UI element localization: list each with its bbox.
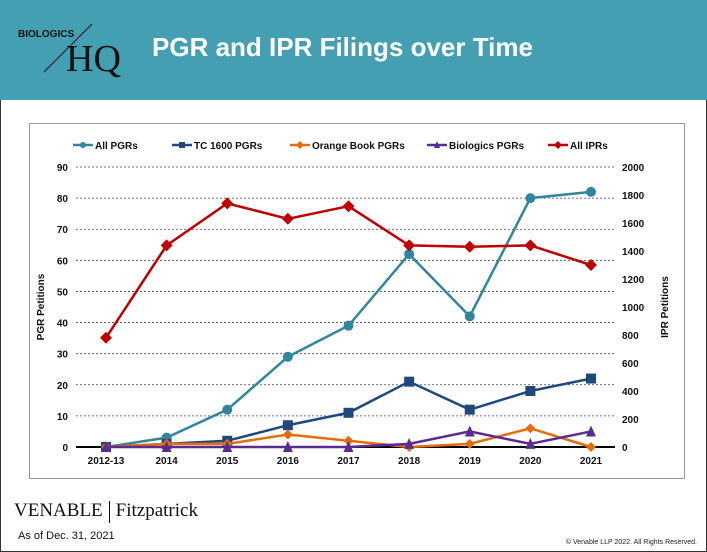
data-point	[282, 420, 293, 431]
data-point	[404, 249, 415, 260]
y2-tick-label: 800	[622, 331, 639, 342]
data-point	[525, 193, 536, 204]
data-point	[404, 376, 415, 387]
x-tick-label: 2015	[216, 456, 239, 467]
data-point	[282, 429, 293, 440]
y-tick-label: 80	[57, 194, 69, 205]
y-tick-label: 50	[57, 287, 69, 298]
x-tick-label: 2012-13	[88, 456, 125, 467]
data-point	[524, 239, 537, 252]
x-tick-label: 2017	[337, 456, 360, 467]
x-tick-label: 2021	[580, 456, 603, 467]
data-point	[464, 438, 475, 449]
y-tick-label: 40	[57, 319, 69, 330]
data-point	[403, 239, 416, 252]
y-tick-label: 70	[57, 225, 69, 236]
data-point	[161, 441, 172, 452]
data-point	[343, 435, 354, 446]
data-point	[282, 351, 293, 362]
page-title: PGR and IPR Filings over Time	[152, 32, 533, 62]
as-of-date: As of Dec. 31, 2021	[18, 530, 115, 542]
legend-label: Biologics PGRs	[449, 141, 524, 152]
y2-tick-label: 1200	[622, 275, 645, 286]
brand-left: VENABLE	[14, 500, 103, 521]
data-point	[343, 320, 354, 331]
y2-tick-label: 400	[622, 387, 639, 398]
data-point	[525, 423, 536, 434]
y2-tick-label: 1800	[622, 191, 645, 202]
y-tick-label: 20	[57, 381, 69, 392]
legend-label: All PGRs	[95, 141, 138, 152]
y2-tick-label: 1600	[622, 219, 645, 230]
biologics-hq-logo: BIOLOGICS HQ	[14, 24, 124, 80]
y2-tick-label: 1400	[622, 247, 645, 258]
x-tick-label: 2016	[277, 456, 300, 467]
x-tick-label: 2014	[156, 456, 179, 467]
data-point	[342, 200, 355, 213]
y2-tick-label: 200	[622, 415, 639, 426]
y-tick-label: 90	[57, 163, 69, 174]
legend-marker	[179, 142, 185, 148]
legend-marker	[80, 142, 86, 148]
y2-axis-label: IPR Petitions	[660, 276, 671, 338]
data-point	[585, 259, 597, 271]
y2-tick-label: 0	[622, 443, 628, 454]
logo-hq-text: HQ	[66, 38, 121, 80]
data-point	[586, 186, 596, 197]
brand-right: Fitzpatrick	[115, 500, 198, 521]
y2-tick-label: 1000	[622, 303, 645, 314]
logo-slash-icon	[43, 24, 93, 73]
data-point	[222, 404, 233, 415]
x-tick-label: 2019	[459, 456, 482, 467]
y-axis-label: PGR Petitions	[36, 273, 47, 340]
data-point	[464, 404, 475, 415]
legend-label: All IPRs	[570, 141, 608, 152]
data-point	[586, 442, 596, 452]
data-point	[404, 437, 415, 449]
data-point	[586, 373, 596, 384]
legend-label: Orange Book PGRs	[312, 141, 405, 152]
data-point	[100, 331, 112, 344]
data-point	[343, 407, 354, 418]
copyright: © Venable LLP 2022. All Rights Reserved.	[565, 539, 697, 546]
logo-small-text: BIOLOGICS	[18, 29, 75, 40]
chart-container	[29, 123, 685, 479]
data-point	[101, 441, 111, 452]
data-point	[221, 197, 234, 210]
x-tick-label: 2018	[398, 456, 421, 467]
legend-label: TC 1600 PGRs	[194, 141, 263, 152]
venable-fitzpatrick-logo: VENABLE Fitzpatrick	[14, 500, 198, 523]
data-point	[160, 239, 173, 252]
y-tick-label: 0	[62, 443, 68, 454]
legend-marker	[554, 141, 562, 149]
x-tick-label: 2020	[519, 456, 542, 467]
data-point	[343, 441, 354, 452]
data-point	[463, 240, 476, 253]
header-band: BIOLOGICS HQ PGR and IPR Filings over Ti…	[0, 0, 707, 100]
data-point	[464, 425, 475, 437]
data-point	[282, 441, 293, 452]
data-point	[525, 437, 536, 449]
data-point	[464, 311, 475, 322]
data-point	[525, 386, 536, 396]
data-point	[281, 212, 294, 225]
data-point	[586, 425, 596, 437]
y-tick-label: 10	[57, 412, 69, 423]
y-tick-label: 30	[57, 350, 69, 361]
y-tick-label: 60	[57, 256, 69, 267]
y2-tick-label: 2000	[622, 163, 645, 174]
legend-marker	[434, 141, 440, 148]
data-point	[222, 441, 233, 452]
y2-tick-label: 600	[622, 359, 639, 370]
legend-marker	[296, 141, 304, 149]
